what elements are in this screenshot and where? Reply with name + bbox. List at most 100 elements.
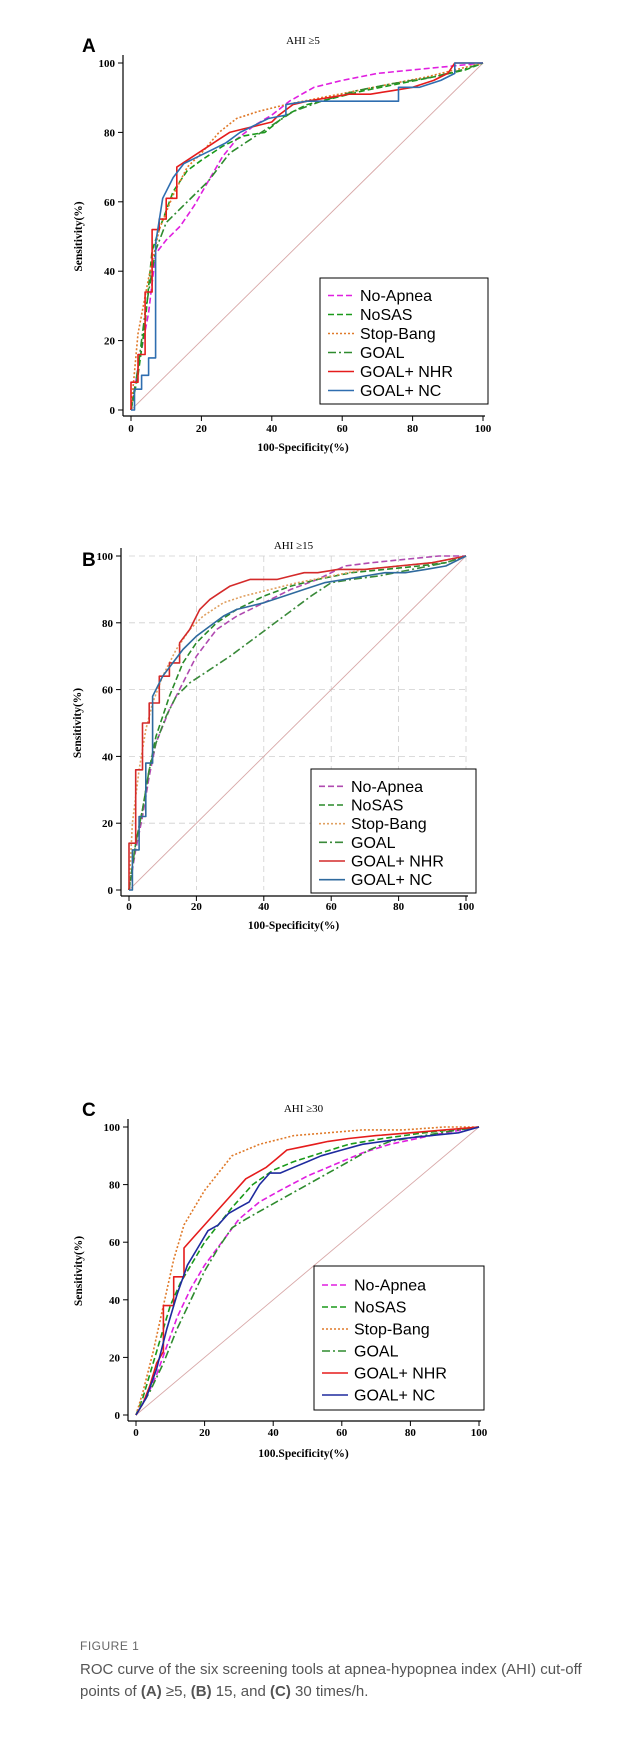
figure-label: FIGURE 1 [80, 1639, 140, 1653]
y-tick-label-5: 100 [99, 58, 116, 70]
legend-label-1: NoSAS [351, 798, 403, 815]
legend-label-0: No-Apnea [351, 779, 423, 796]
legend-label-3: GOAL [354, 1344, 399, 1361]
series-line-5 [135, 1126, 480, 1416]
legend-label-3: GOAL [360, 345, 405, 362]
legend-label-4: GOAL+ NHR [360, 364, 453, 381]
series-line-0 [128, 555, 466, 891]
y-tick-label-2: 40 [102, 751, 114, 763]
y-tick-label-5: 100 [97, 551, 114, 563]
legend-label-2: Stop-Bang [360, 326, 436, 343]
x-axis-label: 100.Specificity(%) [258, 1448, 349, 1460]
caption-main-text: ROC curve of the six screening tools at … [80, 1661, 582, 1700]
legend-label-3: GOAL [351, 835, 396, 852]
series-line-1 [130, 62, 484, 411]
y-axis-label: Sensitivity(%) [73, 1236, 85, 1306]
x-tick-label-1: 20 [199, 1427, 211, 1439]
series-line-4 [128, 555, 467, 890]
caption-c-label: (C) [270, 1683, 291, 1700]
series-line-3 [128, 555, 467, 891]
y-tick-label-3: 60 [109, 1237, 121, 1249]
chart-title: AHI ≥5 [286, 35, 320, 47]
series-line-5 [129, 555, 467, 891]
legend-box [313, 1265, 485, 1411]
legend-label-0: No-Apnea [354, 1278, 426, 1295]
y-tick-label-0: 0 [108, 885, 114, 897]
legend-label-2: Stop-Bang [354, 1322, 430, 1339]
y-axis-label: Sensitivity(%) [73, 201, 85, 271]
series-line-5 [131, 62, 483, 411]
y-tick-label-4: 80 [109, 1180, 121, 1192]
legend-label-4: GOAL+ NHR [354, 1366, 447, 1383]
x-tick-label-4: 80 [405, 1427, 417, 1439]
chart-title: AHI ≥30 [284, 1103, 324, 1115]
y-tick-label-1: 20 [109, 1352, 121, 1364]
x-tick-label-5: 100 [471, 1427, 488, 1439]
panel-c: C 0 20 40 60 80 100 0 20 40 60 80 100 AHI ≥30 100.Spe… [0, 1080, 622, 1620]
x-tick-label-3: 60 [336, 1427, 348, 1439]
y-tick-label-2: 40 [104, 266, 116, 278]
y-tick-label-3: 60 [102, 685, 114, 697]
legend-label-2: Stop-Bang [351, 816, 427, 833]
series-line-3 [135, 1126, 480, 1416]
legend-box [319, 277, 489, 405]
x-tick-label-0: 0 [128, 423, 134, 435]
reference-diagonal [128, 555, 467, 891]
x-tick-label-4: 80 [393, 901, 405, 913]
y-tick-label-0: 0 [110, 405, 116, 417]
x-tick-label-0: 0 [133, 1427, 139, 1439]
series-line-0 [135, 1126, 480, 1416]
x-axis-label: 100-Specificity(%) [257, 442, 349, 454]
y-axis-label: Sensitivity(%) [72, 688, 84, 758]
x-tick-label-5: 100 [475, 423, 492, 435]
y-tick-label-5: 100 [104, 1122, 121, 1134]
x-tick-label-5: 100 [458, 901, 475, 913]
figure-caption: FIGURE 1 ROC curve of the six screening … [80, 1639, 610, 1703]
x-tick-label-1: 20 [191, 901, 203, 913]
x-tick-label-2: 40 [266, 423, 278, 435]
figure-caption-text: ROC curve of the six screening tools at … [80, 1659, 610, 1703]
y-tick-label-4: 80 [102, 618, 114, 630]
panel-b-letter: B [82, 550, 96, 571]
y-tick-label-1: 20 [104, 336, 116, 348]
y-tick-label-0: 0 [115, 1410, 121, 1422]
roc-chart-a: 0 20 40 60 80 100 0 20 40 60 80 100 AHI ≥5 100-Specif… [73, 35, 492, 454]
y-tick-label-4: 80 [104, 127, 116, 139]
series-line-2 [130, 62, 484, 411]
legend-label-1: NoSAS [354, 1300, 406, 1317]
legend-label-5: GOAL+ NC [360, 383, 441, 400]
x-tick-label-3: 60 [326, 901, 338, 913]
caption-b-value: 15, and [211, 1683, 270, 1700]
series-line-2 [135, 1126, 479, 1416]
series-line-4 [135, 1126, 480, 1416]
x-tick-label-2: 40 [268, 1427, 280, 1439]
panel-a: A 0 20 40 60 80 100 0 20 40 60 80 100 AHI ≥5 100-Spec… [0, 0, 622, 520]
series-line-1 [128, 555, 467, 891]
panel-c-letter: C [82, 1100, 96, 1121]
legend-label-4: GOAL+ NHR [351, 854, 444, 871]
x-tick-label-1: 20 [196, 423, 208, 435]
x-tick-label-4: 80 [407, 423, 419, 435]
reference-diagonal [135, 1126, 480, 1416]
chart-title: AHI ≥15 [274, 540, 314, 552]
panel-b: B 0 20 40 60 80 100 0 20 40 60 80 100 AHI ≥15 100-Spe… [0, 540, 622, 1060]
roc-chart-c: 0 20 40 60 80 100 0 20 40 60 80 100 AHI ≥30 100.Speci… [73, 1103, 488, 1460]
x-tick-label-3: 60 [337, 423, 349, 435]
roc-chart-b: 0 20 40 60 80 100 0 20 40 60 80 100 AHI ≥15 100-Speci… [72, 540, 477, 932]
y-tick-label-2: 40 [109, 1295, 121, 1307]
y-tick-label-3: 60 [104, 197, 116, 209]
caption-c-value: 30 times/h. [290, 1683, 369, 1700]
y-tick-label-1: 20 [102, 818, 114, 830]
legend-label-5: GOAL+ NC [354, 1388, 435, 1405]
caption-a-value: ≥5, [161, 1683, 191, 1700]
x-tick-label-2: 40 [258, 901, 270, 913]
reference-diagonal [130, 62, 484, 411]
legend-label-1: NoSAS [360, 307, 412, 324]
legend-label-0: No-Apnea [360, 288, 432, 305]
caption-a-label: (A) [140, 1683, 162, 1700]
legend-box [310, 768, 477, 894]
legend-label-5: GOAL+ NC [351, 872, 432, 889]
panel-a-letter: A [82, 36, 96, 57]
caption-b-label: (B) [190, 1683, 212, 1700]
x-tick-label-0: 0 [126, 901, 132, 913]
